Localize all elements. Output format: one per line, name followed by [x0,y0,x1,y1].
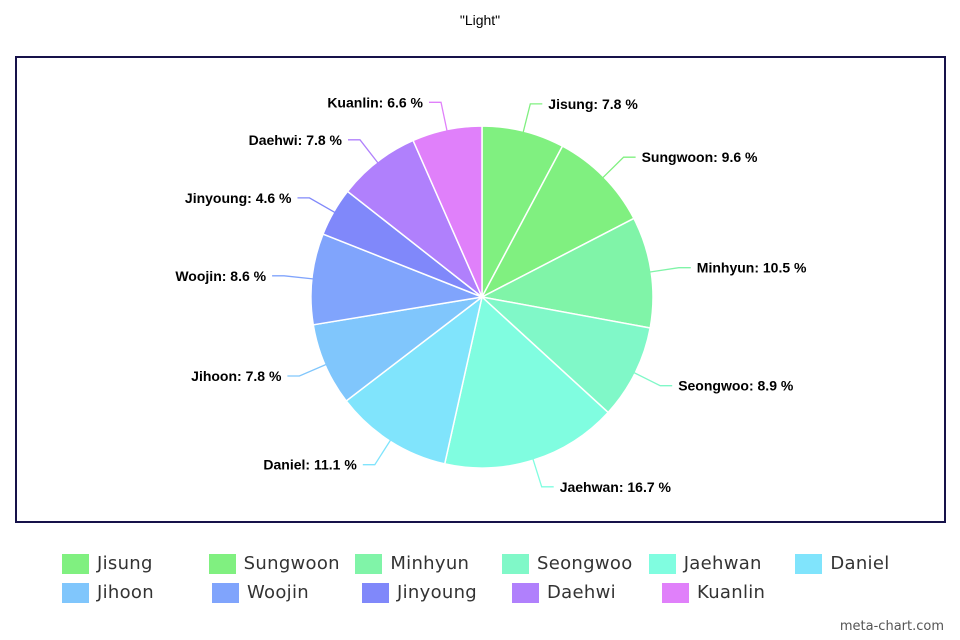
watermark: meta-chart.com [839,619,944,634]
leader-line-sungwoon [601,156,636,179]
slice-label-minhyun: Minhyun: 10.5 % [697,260,807,276]
legend-row: Jisung Sungwoon Minhyun Seongwoo Jaehwan Dani… [62,549,942,578]
legend-label: Sungwoon [243,553,340,574]
leader-line-jisung [522,103,543,134]
slice-label-jinyoung: Jinyoung: 4.6 % [185,190,292,206]
slice-label-seongwoo: Seongwoo: 8.9 % [678,378,794,394]
legend-label: Daehwi [547,582,616,603]
legend-swatch [355,553,383,574]
slice-label-jaehwan: Jaehwan: 16.7 % [560,479,672,495]
legend-item-daehwi[interactable]: Daehwi [512,581,662,605]
legend-label: Kuanlin [697,582,766,603]
legend-item-jinyoung[interactable]: Jinyoung [362,581,512,605]
legend-swatch [502,553,530,574]
leader-line-seongwoo [633,371,673,387]
legend-label: Daniel [830,553,890,574]
leader-line-minhyun [649,267,691,273]
legend-swatch [512,582,539,603]
legend-row: Jihoon Woojin Jinyoung Daehwi Kuanlin [62,578,942,607]
leader-line-daehwi [348,139,379,164]
slice-label-kuanlin: Kuanlin: 6.6 % [327,94,423,110]
legend-swatch [62,582,89,603]
legend-swatch [212,582,239,603]
chart-title: "Light" [459,12,501,28]
legend-label: Jinyoung [397,582,478,603]
legend-swatch [648,553,676,574]
legend-swatch [62,553,89,574]
slice-label-jihoon: Jihoon: 7.8 % [191,368,282,384]
legend-item-daniel[interactable]: Daniel [795,552,942,576]
legend-item-kuanlin[interactable]: Kuanlin [662,581,812,605]
leader-line-daniel [362,439,392,466]
legend-item-jisung[interactable]: Jisung [62,552,209,576]
leader-line-kuanlin [429,101,448,132]
legend-label: Jaehwan [683,553,762,574]
slice-label-woojin: Woojin: 8.6 % [175,268,266,284]
legend-item-jaehwan[interactable]: Jaehwan [648,552,796,576]
slice-label-daniel: Daniel: 11.1 % [263,457,357,473]
slice-label-jisung: Jisung: 7.8 % [548,96,638,112]
plot-area: Jisung: 7.8 % Sungwoon: 9.6 % Minhyun: 10.… [15,56,946,523]
legend-label: Seongwoo [537,553,633,574]
legend-item-seongwoo[interactable]: Seongwoo [502,552,649,576]
legend-swatch [795,553,823,574]
legend-swatch [208,553,236,574]
legend-item-woojin[interactable]: Woojin [212,581,362,605]
legend-swatch [662,582,689,603]
leader-line-woojin [272,275,315,280]
legend-item-sungwoon[interactable]: Sungwoon [208,552,356,576]
pie-chart: Jisung: 7.8 % Sungwoon: 9.6 % Minhyun: 10.… [175,94,807,495]
slice-label-daehwi: Daehwi: 7.8 % [249,132,343,148]
legend-item-minhyun[interactable]: Minhyun [355,552,502,576]
legend-swatch [362,582,389,603]
slice-label-sungwoon: Sungwoon: 9.6 % [642,149,758,165]
legend-label: Woojin [247,582,309,603]
leader-line-jihoon [287,363,328,377]
legend-label: Jihoon [97,582,154,603]
legend-label: Jisung [97,553,153,574]
legend-item-jihoon[interactable]: Jihoon [62,581,212,605]
leader-line-jaehwan [532,458,554,488]
legend: Jisung Sungwoon Minhyun Seongwoo Jaehwan Dani… [62,549,942,607]
legend-label: Minhyun [390,553,470,574]
leader-line-jinyoung [297,197,336,214]
